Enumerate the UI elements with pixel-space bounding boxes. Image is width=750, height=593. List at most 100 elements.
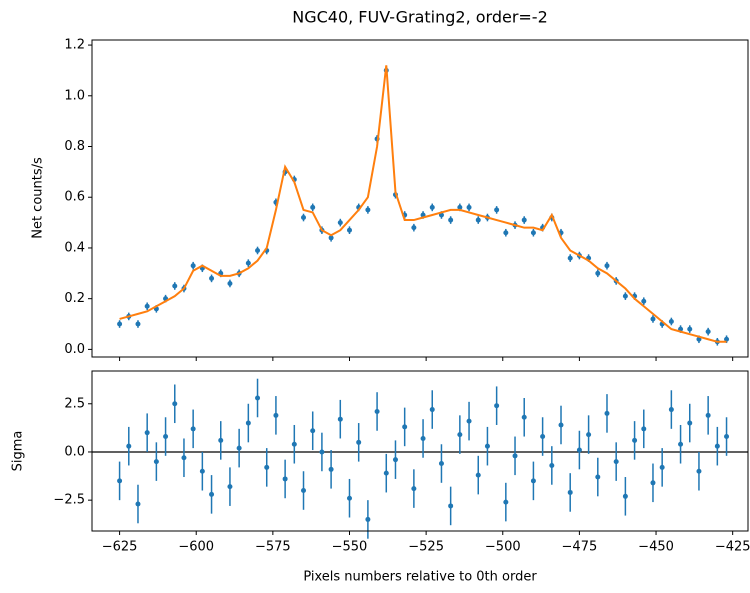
data-point xyxy=(622,293,628,299)
data-point xyxy=(724,336,730,342)
data-point xyxy=(163,434,169,440)
data-point xyxy=(558,422,564,428)
y-axis-label: Sigma xyxy=(11,431,26,472)
data-point xyxy=(374,408,380,414)
y-tick-label: 1.0 xyxy=(64,88,85,103)
chart-title: NGC40, FUV-Grating2, order=-2 xyxy=(292,8,548,27)
x-tick-label: −425 xyxy=(715,540,750,555)
x-tick-label: −450 xyxy=(638,540,674,555)
data-point xyxy=(457,432,463,438)
plot-frame xyxy=(91,39,749,358)
data-point xyxy=(494,207,500,213)
data-point xyxy=(687,326,693,332)
data-point xyxy=(356,439,362,445)
data-point xyxy=(705,412,711,418)
data-point xyxy=(402,424,408,430)
data-point xyxy=(724,434,730,440)
data-point xyxy=(650,316,656,322)
data-point xyxy=(586,432,592,438)
data-point xyxy=(503,230,509,236)
data-point xyxy=(209,275,215,281)
data-point xyxy=(172,283,178,289)
data-point xyxy=(530,230,536,236)
data-point xyxy=(245,420,251,426)
data-point xyxy=(411,486,417,492)
data-point xyxy=(392,457,398,463)
data-point xyxy=(245,260,251,266)
data-point xyxy=(227,484,233,490)
data-point xyxy=(144,303,150,309)
data-point xyxy=(503,499,509,505)
data-point xyxy=(632,437,638,443)
plot-frame xyxy=(91,370,749,532)
data-point xyxy=(273,412,279,418)
x-tick-label: −600 xyxy=(178,540,214,555)
data-point xyxy=(236,445,242,451)
data-point xyxy=(264,464,270,470)
data-point xyxy=(346,227,352,233)
x-axis-label: Pixels numbers relative to 0th order xyxy=(303,570,537,585)
data-point xyxy=(466,418,472,424)
data-point xyxy=(567,255,573,261)
y-tick-label: 0.8 xyxy=(64,139,85,154)
data-point xyxy=(310,204,316,210)
y-tick-label: 0.6 xyxy=(64,190,85,205)
data-point xyxy=(301,215,307,221)
data-point xyxy=(429,204,435,210)
data-point xyxy=(199,468,205,474)
data-point xyxy=(521,414,527,420)
data-point xyxy=(227,280,233,286)
data-point xyxy=(512,453,518,459)
y-tick-label: 0.0 xyxy=(64,444,85,459)
data-point xyxy=(567,489,573,495)
data-point xyxy=(328,466,334,472)
x-tick-label: −525 xyxy=(408,540,444,555)
data-point xyxy=(576,447,582,453)
data-point xyxy=(641,298,647,304)
data-point xyxy=(153,459,159,465)
data-point xyxy=(622,493,628,499)
data-point xyxy=(650,480,656,486)
data-point xyxy=(678,441,684,447)
data-point xyxy=(448,217,454,223)
x-tick-label: −475 xyxy=(562,540,598,555)
data-point xyxy=(613,459,619,465)
data-point xyxy=(135,321,141,327)
data-point xyxy=(411,225,417,231)
data-point xyxy=(209,491,215,497)
data-point xyxy=(282,476,288,482)
data-point xyxy=(438,461,444,467)
data-point xyxy=(218,437,224,443)
data-point xyxy=(687,420,693,426)
data-point xyxy=(521,217,527,223)
data-point xyxy=(604,263,610,269)
data-point xyxy=(117,478,123,484)
data-point xyxy=(659,464,665,470)
data-point xyxy=(346,495,352,501)
y-tick-label: 0.2 xyxy=(64,291,85,306)
data-point xyxy=(540,434,546,440)
data-point xyxy=(494,403,500,409)
data-point xyxy=(484,443,490,449)
data-point xyxy=(457,204,463,210)
x-tick-label: −550 xyxy=(332,540,368,555)
data-point xyxy=(705,329,711,335)
data-point xyxy=(420,435,426,441)
data-point xyxy=(255,247,261,253)
data-point xyxy=(291,441,297,447)
data-point xyxy=(172,401,178,407)
y-tick-label: 0.0 xyxy=(64,342,85,357)
data-point xyxy=(337,416,343,422)
y-tick-label: 0.4 xyxy=(64,240,85,255)
data-point xyxy=(365,516,371,522)
x-tick-label: −500 xyxy=(485,540,521,555)
data-point xyxy=(328,235,334,241)
data-point xyxy=(668,407,674,413)
data-point xyxy=(429,407,435,413)
x-tick-label: −625 xyxy=(102,540,138,555)
data-point xyxy=(337,220,343,226)
data-point xyxy=(530,478,536,484)
data-point xyxy=(475,217,481,223)
y-tick-label: 1.2 xyxy=(64,38,85,53)
